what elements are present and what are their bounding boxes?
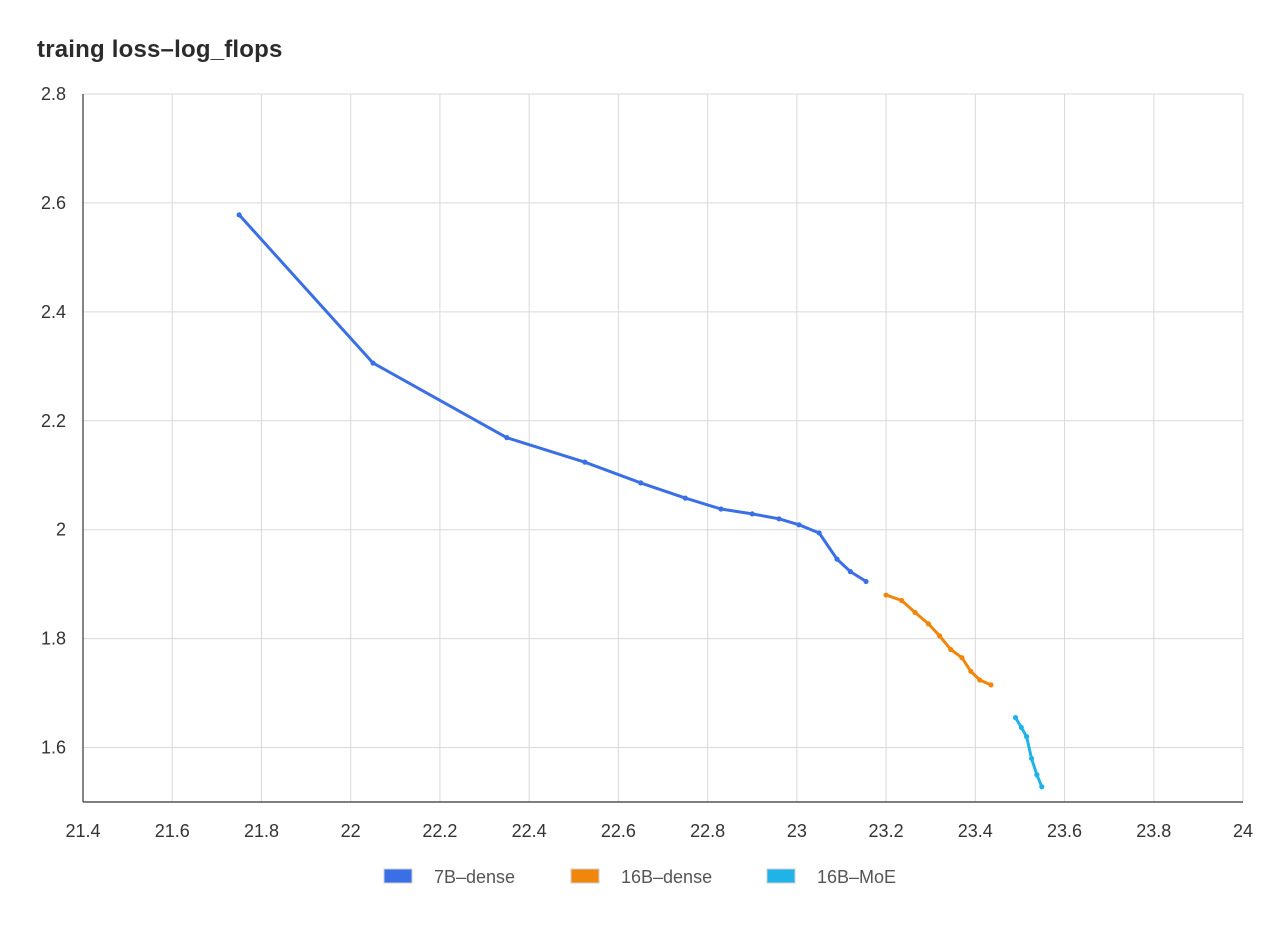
series-point-0 (504, 435, 510, 441)
series-point-2 (1034, 772, 1040, 778)
series-point-0 (847, 569, 853, 575)
series-point-2 (1012, 714, 1019, 721)
series-point-2 (1039, 784, 1045, 790)
series-point-1 (948, 646, 954, 653)
series-point-0 (638, 480, 644, 486)
series-point-1 (959, 655, 965, 661)
series-point-0 (776, 516, 782, 522)
legend-swatch-2 (766, 868, 796, 884)
series-point-1 (937, 633, 943, 639)
x-tick-label: 21.6 (155, 821, 190, 841)
x-tick-label: 22.6 (601, 821, 636, 841)
x-tick-label: 23.8 (1136, 821, 1171, 841)
series-point-1 (899, 597, 905, 604)
series-point-1 (925, 621, 932, 627)
x-tick-label: 22.4 (512, 821, 547, 841)
x-tick-label: 22 (341, 821, 361, 841)
x-tick-label: 22.8 (690, 821, 725, 841)
series-point-1 (883, 592, 889, 598)
series-point-0 (796, 522, 802, 528)
series-point-0 (718, 506, 724, 512)
series-point-1 (988, 682, 994, 688)
series-point-2 (1018, 724, 1024, 730)
series-point-0 (834, 556, 840, 562)
y-tick-label: 2 (56, 520, 66, 540)
series-point-0 (682, 495, 688, 501)
legend-label-1: 16B–dense (621, 867, 712, 887)
series-point-2 (1024, 734, 1030, 740)
series-point-1 (968, 668, 974, 674)
series-point-1 (912, 609, 918, 616)
series-line-0 (237, 213, 868, 583)
y-tick-label: 2.4 (41, 302, 66, 322)
y-tick-label: 1.8 (41, 629, 66, 649)
series-point-0 (582, 459, 588, 465)
y-tick-label: 1.6 (41, 738, 66, 758)
series-point-0 (370, 360, 376, 366)
series-point-1 (977, 677, 983, 683)
x-tick-label: 23.6 (1047, 821, 1082, 841)
x-tick-label: 23.4 (958, 821, 993, 841)
x-tick-label: 21.4 (65, 821, 100, 841)
series-point-0 (236, 212, 242, 218)
x-tick-label: 21.8 (244, 821, 279, 841)
legend-swatch-1 (570, 868, 600, 884)
series-point-0 (749, 511, 755, 517)
y-tick-label: 2.2 (41, 411, 66, 431)
legend-label-2: 16B–MoE (817, 867, 896, 887)
x-tick-label: 23.2 (869, 821, 904, 841)
y-tick-label: 2.8 (41, 84, 66, 104)
chart-title: traing loss–log_flops (37, 36, 283, 63)
x-tick-label: 24 (1233, 821, 1253, 841)
series-point-0 (863, 578, 869, 585)
x-tick-label: 22.2 (422, 821, 457, 841)
series-point-0 (816, 530, 822, 536)
legend-swatch-0 (383, 868, 413, 884)
series-line-1 (884, 593, 993, 687)
x-tick-label: 23 (787, 821, 807, 841)
series-point-2 (1028, 755, 1035, 762)
y-tick-label: 2.6 (41, 193, 66, 213)
legend-label-0: 7B–dense (434, 867, 515, 887)
